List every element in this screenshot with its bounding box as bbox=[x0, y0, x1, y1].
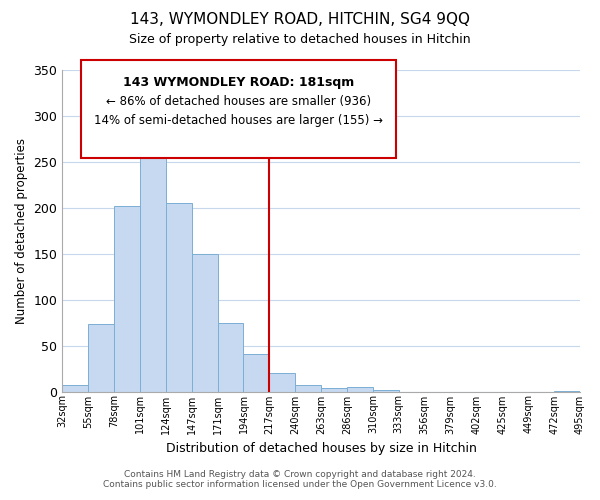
Bar bbox=[295, 385, 321, 392]
Bar bbox=[244, 354, 269, 392]
Text: 143 WYMONDLEY ROAD: 181sqm: 143 WYMONDLEY ROAD: 181sqm bbox=[123, 76, 354, 89]
Bar bbox=[140, 142, 166, 392]
Bar bbox=[114, 206, 140, 392]
Bar bbox=[347, 387, 373, 392]
X-axis label: Distribution of detached houses by size in Hitchin: Distribution of detached houses by size … bbox=[166, 442, 476, 455]
Text: ← 86% of detached houses are smaller (936): ← 86% of detached houses are smaller (93… bbox=[106, 95, 371, 108]
Bar bbox=[166, 203, 192, 392]
Bar bbox=[192, 254, 218, 392]
Text: 14% of semi-detached houses are larger (155) →: 14% of semi-detached houses are larger (… bbox=[94, 114, 383, 127]
Bar bbox=[373, 390, 399, 392]
Bar bbox=[321, 388, 347, 392]
Y-axis label: Number of detached properties: Number of detached properties bbox=[15, 138, 28, 324]
Text: 143, WYMONDLEY ROAD, HITCHIN, SG4 9QQ: 143, WYMONDLEY ROAD, HITCHIN, SG4 9QQ bbox=[130, 12, 470, 28]
Bar bbox=[88, 324, 114, 392]
Text: Size of property relative to detached houses in Hitchin: Size of property relative to detached ho… bbox=[129, 32, 471, 46]
Bar bbox=[218, 322, 244, 392]
Bar bbox=[269, 373, 295, 392]
Bar bbox=[62, 385, 88, 392]
Bar bbox=[554, 390, 580, 392]
Text: Contains HM Land Registry data © Crown copyright and database right 2024.
Contai: Contains HM Land Registry data © Crown c… bbox=[103, 470, 497, 489]
